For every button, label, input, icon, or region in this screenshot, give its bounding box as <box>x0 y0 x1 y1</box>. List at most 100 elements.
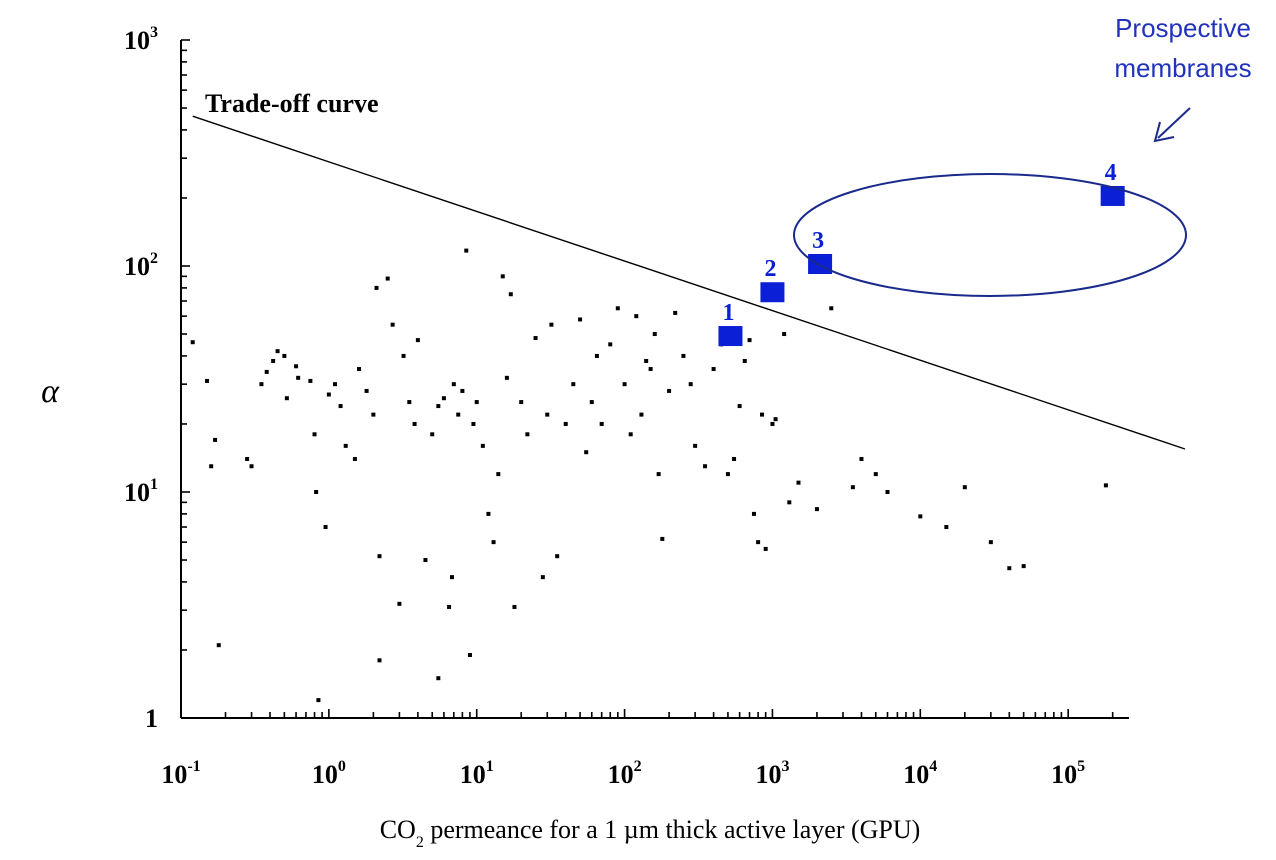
data-point <box>594 353 599 358</box>
data-point <box>504 375 509 380</box>
data-point <box>441 396 446 401</box>
data-point <box>756 540 761 545</box>
data-point <box>296 375 301 380</box>
data-point <box>1021 564 1026 569</box>
data-point <box>773 417 778 422</box>
x-tick-label: 100 <box>312 758 346 789</box>
y-tick-exponent: 3 <box>150 24 158 41</box>
highlighted-points: 1 2 3 4 <box>718 160 1125 347</box>
data-point <box>486 511 491 516</box>
data-point <box>447 604 452 609</box>
y-tick-base: 10 <box>124 26 150 55</box>
data-point <box>608 342 613 347</box>
data-point <box>205 378 210 383</box>
highlight-label-3: 3 <box>812 228 824 254</box>
y-minor-ticks <box>181 39 190 719</box>
data-point <box>456 412 461 417</box>
highlight-label-1: 1 <box>722 300 734 326</box>
data-point <box>747 338 752 343</box>
data-point <box>471 421 476 426</box>
data-point <box>371 412 376 417</box>
data-point <box>742 358 747 363</box>
x-tick-exponent: 0 <box>338 758 346 775</box>
data-point <box>628 432 633 437</box>
data-point <box>545 412 550 417</box>
data-point <box>294 364 299 369</box>
data-point <box>732 456 737 461</box>
x-tick-exponent: 2 <box>634 758 642 775</box>
data-point <box>693 443 698 448</box>
data-point <box>751 511 756 516</box>
data-point <box>423 558 428 563</box>
x-tick-base: 10 <box>1051 760 1077 789</box>
data-point <box>332 382 337 387</box>
annotation-text-line1: Prospective <box>1115 13 1251 43</box>
highlight-marker-2 <box>760 282 785 303</box>
data-point <box>401 353 406 358</box>
data-point <box>615 306 620 311</box>
x-tick-exponent: 5 <box>1077 758 1085 775</box>
data-point <box>1007 566 1012 571</box>
x-axis-label-subscript: 2 <box>416 834 424 851</box>
y-tick-base: 10 <box>124 478 150 507</box>
data-point <box>377 658 382 663</box>
data-point <box>782 332 787 337</box>
data-point <box>829 306 834 311</box>
data-point <box>249 464 254 469</box>
x-tick-base: 10 <box>312 760 338 789</box>
data-point <box>639 412 644 417</box>
tradeoff-curve-label: Trade-off curve <box>205 89 379 118</box>
data-point <box>589 400 594 405</box>
data-point <box>343 443 348 448</box>
data-point <box>555 554 560 559</box>
data-point <box>480 443 485 448</box>
data-point <box>326 392 331 397</box>
data-point <box>814 507 819 512</box>
data-point <box>338 404 343 409</box>
data-point <box>599 421 604 426</box>
data-point <box>436 676 441 681</box>
data-point <box>449 575 454 580</box>
data-point <box>571 382 576 387</box>
x-tick-base: 10 <box>903 760 929 789</box>
x-axis-label-rest: permeance for a 1 µm thick active layer … <box>424 815 921 844</box>
data-point <box>688 382 693 387</box>
data-point <box>316 698 321 703</box>
data-point <box>944 525 949 530</box>
y-tick-exponent: 1 <box>150 476 158 493</box>
prospective-membranes-ellipse <box>793 173 1187 297</box>
data-point <box>787 500 792 505</box>
data-point <box>725 472 730 477</box>
x-axis-label-co: CO <box>380 815 416 844</box>
data-point <box>885 490 890 494</box>
data-point <box>584 450 589 455</box>
data-point <box>430 432 435 437</box>
x-tick-label: 10-1 <box>161 758 200 789</box>
data-point <box>681 353 686 358</box>
data-point <box>190 340 195 345</box>
data-point <box>988 540 993 545</box>
data-point <box>859 456 864 461</box>
data-point <box>634 314 639 319</box>
x-tick-base: 10 <box>460 760 486 789</box>
data-point <box>216 643 221 648</box>
data-point <box>652 332 657 337</box>
data-point <box>491 540 496 545</box>
data-point <box>622 382 627 387</box>
data-point <box>412 421 417 426</box>
x-tick-label: 102 <box>608 758 642 789</box>
data-point <box>500 274 505 279</box>
data-point <box>308 378 313 383</box>
data-point <box>563 421 568 426</box>
data-point <box>660 536 665 541</box>
x-tick-base: 10 <box>608 760 634 789</box>
data-point <box>519 400 524 405</box>
y-tick-base: 1 <box>145 704 158 733</box>
y-tick-label: 102 <box>124 250 158 281</box>
y-tick-label: 101 <box>124 476 158 507</box>
data-point <box>284 396 289 401</box>
annotation-arrow <box>1153 107 1191 143</box>
x-tick-exponent: -1 <box>187 758 200 775</box>
highlight-label-4: 4 <box>1105 160 1117 186</box>
